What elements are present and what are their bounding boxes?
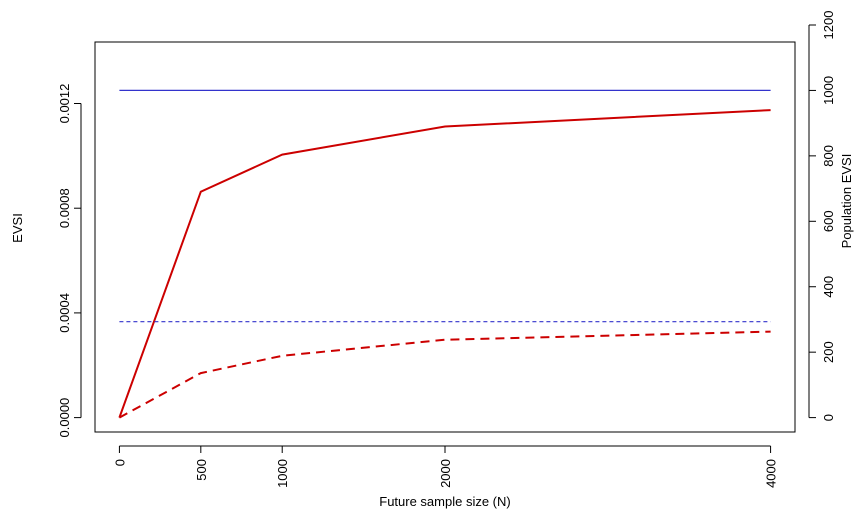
y-tick-label: 0.0008 (57, 188, 72, 228)
y2-tick-label: 400 (821, 276, 836, 298)
x-tick-label: 4000 (764, 459, 779, 488)
plot-box (94, 41, 796, 433)
y2-tick-label: 600 (821, 210, 836, 232)
y2-tick-label: 200 (821, 341, 836, 363)
x-tick-label: 2000 (438, 459, 453, 488)
y-tick-label: 0.0004 (57, 293, 72, 333)
y2-tick-label: 1000 (821, 76, 836, 105)
solid-red-series-line (118, 109, 771, 418)
y2-tick-label: 0 (821, 414, 836, 421)
y-axis-right: 0 200 400 600 800 1000 1200 (808, 11, 836, 421)
y2-axis-title: Population EVSI (839, 154, 854, 249)
series-layer (118, 89, 771, 419)
dashed-red-series-line (118, 330, 771, 419)
x-tick-label: 1000 (275, 459, 290, 488)
plot-frame (94, 41, 796, 433)
x-axis-title: Future sample size (N) (379, 494, 510, 509)
y-tick-label: 0.0012 (57, 84, 72, 124)
x-tick-label: 500 (194, 459, 209, 481)
y-axis-left: 0.0000 0.0004 0.0008 0.0012 (57, 84, 82, 438)
y2-tick-label: 1200 (821, 11, 836, 40)
x-axis: 0 500 1000 2000 4000 (112, 445, 779, 488)
x-tick-label: 0 (112, 459, 127, 466)
y-tick-label: 0.0000 (57, 398, 72, 438)
y2-tick-label: 800 (821, 145, 836, 167)
y-axis-title: EVSI (10, 213, 25, 243)
